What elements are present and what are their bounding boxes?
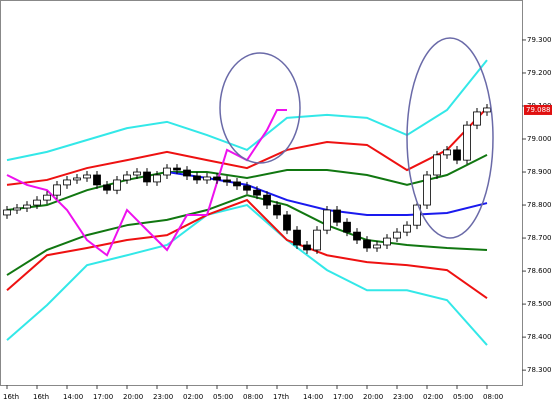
x-tick-label: 20:00 bbox=[123, 393, 143, 401]
x-tick-label: 17:00 bbox=[93, 393, 113, 401]
candle-body bbox=[93, 174, 101, 186]
candle-body bbox=[63, 179, 71, 186]
candle-body bbox=[423, 174, 431, 206]
price-tag bbox=[524, 104, 552, 115]
candle-body bbox=[383, 237, 391, 246]
indicator-line bbox=[6, 198, 488, 299]
candle-body bbox=[473, 111, 481, 126]
candle-body bbox=[313, 229, 321, 251]
x-tick-label: 16th bbox=[33, 393, 49, 401]
candle-body bbox=[443, 149, 451, 156]
candle-body bbox=[43, 194, 51, 201]
candle-body bbox=[173, 167, 181, 171]
candle-body bbox=[23, 204, 31, 209]
candle-body bbox=[163, 167, 171, 176]
y-tick-label: 79.200 bbox=[527, 69, 552, 77]
indicator-line bbox=[6, 108, 287, 257]
candle-body bbox=[323, 209, 331, 231]
candle-body bbox=[123, 174, 131, 181]
candle-body bbox=[273, 204, 281, 216]
y-tick-label: 78.700 bbox=[527, 234, 552, 242]
candle-body bbox=[133, 171, 141, 176]
candle-body bbox=[343, 221, 351, 233]
candle-body bbox=[463, 124, 471, 161]
candle-body bbox=[283, 214, 291, 231]
x-tick-label: 17th bbox=[273, 393, 289, 401]
x-tick-label: 08:00 bbox=[483, 393, 503, 401]
candle-body bbox=[53, 184, 61, 196]
plot-area bbox=[0, 0, 523, 386]
candle-body bbox=[223, 179, 231, 183]
candle-body bbox=[433, 154, 441, 176]
candle-body bbox=[333, 209, 341, 223]
x-tick-label: 05:00 bbox=[453, 393, 473, 401]
y-tick-label: 78.300 bbox=[527, 366, 552, 374]
x-tick-label: 17:00 bbox=[333, 393, 353, 401]
candle-body bbox=[143, 171, 151, 183]
candle-body bbox=[113, 179, 121, 191]
x-tick-label: 08:00 bbox=[243, 393, 263, 401]
price-tag-label: 79.088 bbox=[526, 106, 551, 114]
x-tick-label: 02:00 bbox=[423, 393, 443, 401]
y-tick-label: 79.300 bbox=[527, 36, 552, 44]
x-tick-label: 23:00 bbox=[393, 393, 413, 401]
candle-body bbox=[453, 149, 461, 161]
x-tick-label: 23:00 bbox=[153, 393, 173, 401]
x-tick-label: 05:00 bbox=[213, 393, 233, 401]
x-tick-label: 14:00 bbox=[63, 393, 83, 401]
candle-body bbox=[293, 229, 301, 246]
y-tick-label: 79.000 bbox=[527, 135, 552, 143]
candle-body bbox=[393, 231, 401, 239]
indicator-line bbox=[6, 153, 488, 211]
candle-body bbox=[243, 185, 251, 191]
x-tick-label: 02:00 bbox=[183, 393, 203, 401]
candle-body bbox=[183, 169, 191, 177]
candle-body bbox=[363, 239, 371, 249]
candle-body bbox=[483, 107, 491, 113]
highlight-ellipse bbox=[219, 52, 301, 164]
candle-body bbox=[253, 189, 261, 196]
candle-body bbox=[373, 244, 381, 249]
candle-body bbox=[353, 231, 361, 241]
candle-body bbox=[413, 204, 421, 226]
candle-body bbox=[263, 194, 271, 206]
candle-body bbox=[33, 199, 41, 206]
candle-body bbox=[153, 174, 161, 183]
candle-body bbox=[193, 175, 201, 181]
y-tick-label: 78.400 bbox=[527, 333, 552, 341]
candle-body bbox=[403, 224, 411, 233]
y-tick-label: 78.800 bbox=[527, 201, 552, 209]
candle-body bbox=[13, 207, 21, 211]
candle-body bbox=[203, 176, 211, 181]
candle-body bbox=[303, 244, 311, 251]
indicator-line bbox=[6, 107, 488, 186]
candle-body bbox=[233, 181, 241, 187]
indicator-line bbox=[6, 194, 488, 276]
candle-body bbox=[3, 209, 11, 216]
indicator-line bbox=[6, 203, 488, 346]
x-tick-label: 14:00 bbox=[303, 393, 323, 401]
x-tick-label: 16th bbox=[3, 393, 19, 401]
candle-body bbox=[103, 184, 111, 191]
candle-body bbox=[213, 176, 221, 181]
y-tick-label: 78.500 bbox=[527, 300, 552, 308]
x-tick-label: 20:00 bbox=[363, 393, 383, 401]
candle-body bbox=[73, 177, 81, 181]
candle-body bbox=[83, 174, 91, 179]
highlight-ellipse bbox=[406, 37, 494, 239]
y-tick-label: 78.900 bbox=[527, 168, 552, 176]
y-tick-label: 78.600 bbox=[527, 267, 552, 275]
